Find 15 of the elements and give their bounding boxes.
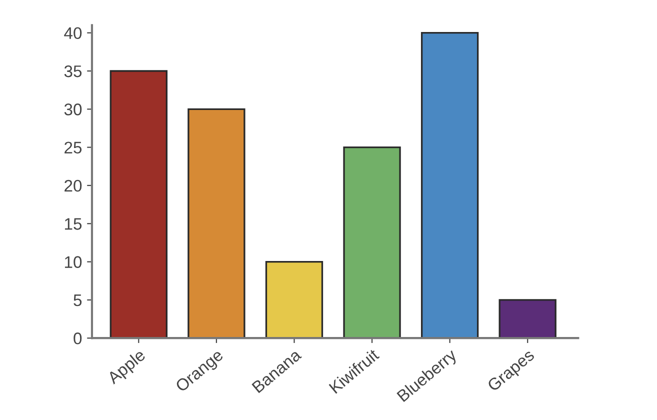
bar [420,32,479,338]
bar [498,299,556,338]
y-tick-label: 30 [64,104,82,116]
bar [188,108,246,338]
y-tick-label: 35 [64,65,82,78]
y-tick-label: 15 [64,218,82,230]
y-tick-label: 20 [64,180,82,192]
y-tick-label: 10 [64,256,82,268]
y-tick-label: 25 [64,142,82,154]
bar [110,70,168,338]
y-tick-label: 5 [74,294,82,306]
y-tick-label: 40 [64,27,82,40]
bar [343,146,401,338]
bar [265,260,324,338]
y-tick-label: 0 [74,332,82,344]
